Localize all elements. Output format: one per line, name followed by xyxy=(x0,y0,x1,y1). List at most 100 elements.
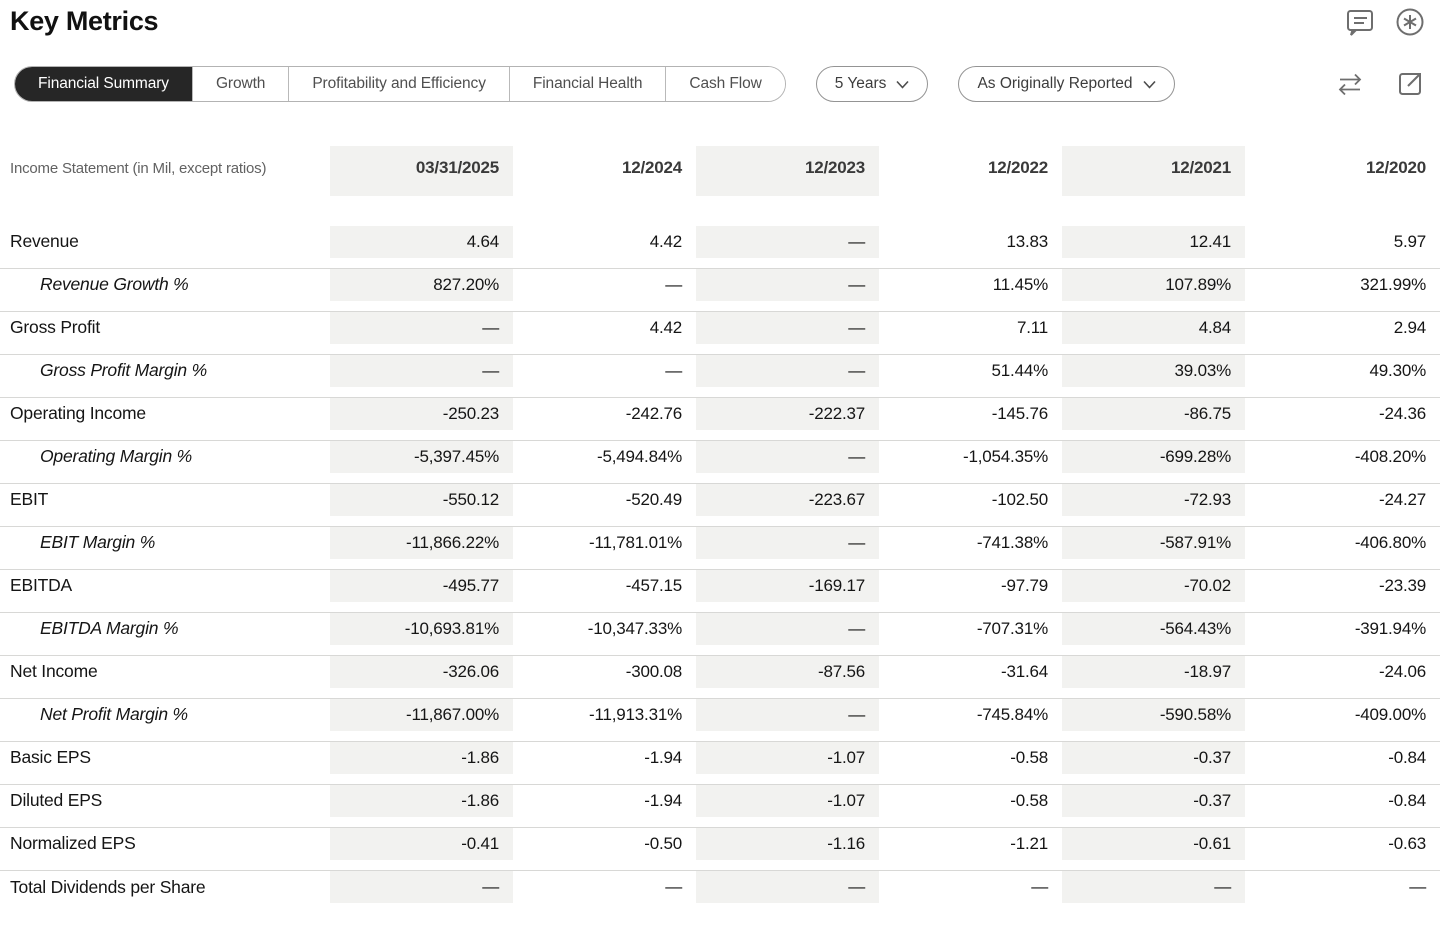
row-filler xyxy=(0,903,330,914)
cell-value: -564.43% xyxy=(1062,613,1245,645)
cell-value: -0.37 xyxy=(1062,742,1245,774)
row-filler xyxy=(0,516,330,527)
compare-swap-icon[interactable] xyxy=(1334,68,1366,100)
cell-value: -1.16 xyxy=(696,828,879,860)
cell-value: -0.58 xyxy=(1010,790,1048,810)
row-label: Basic EPS xyxy=(10,747,91,768)
table-row: Net Income -326.06 -300.08 -87.56 -31.64 -18.… xyxy=(0,656,1440,699)
cell-value: -0.50 xyxy=(644,833,682,853)
cell-value: -326.06 xyxy=(330,656,513,688)
cell-value: -0.84 xyxy=(1388,747,1426,767)
cell-value: 4.42 xyxy=(649,317,682,337)
cell-value: — xyxy=(696,871,879,903)
tab-financial-health[interactable]: Financial Health xyxy=(508,67,666,101)
cell-value: 11.45% xyxy=(992,274,1048,294)
row-filler xyxy=(0,688,330,699)
cell-value: 321.99% xyxy=(1360,274,1426,294)
export-icon[interactable] xyxy=(1394,68,1426,100)
row-filler xyxy=(0,473,330,484)
cell-value: -0.84 xyxy=(1388,790,1426,810)
chevron-down-icon xyxy=(1142,80,1156,89)
cell-value: — xyxy=(696,226,879,258)
row-label: Total Dividends per Share xyxy=(10,876,206,897)
tab-financial-summary[interactable]: Financial Summary xyxy=(15,67,192,101)
row-label: EBIT Margin % xyxy=(40,532,156,553)
row-label: Normalized EPS xyxy=(10,833,136,854)
cell-value: — xyxy=(665,274,682,294)
cell-value: — xyxy=(665,360,682,380)
cell-value: — xyxy=(696,312,879,344)
row-filler xyxy=(0,860,330,871)
asterisk-circle-icon[interactable] xyxy=(1394,6,1426,38)
cell-value: — xyxy=(1062,871,1245,903)
cell-value: -24.27 xyxy=(1378,489,1426,509)
cell-value: -0.37 xyxy=(1062,785,1245,817)
row-filler xyxy=(0,774,330,785)
report-type-dropdown-label: As Originally Reported xyxy=(977,75,1133,92)
table-row: EBITDA Margin % -10,693.81% -10,347.33% — -7… xyxy=(0,613,1440,656)
cell-value: 827.20% xyxy=(330,269,513,301)
row-filler xyxy=(0,301,330,312)
row-label: Gross Profit xyxy=(10,317,100,338)
cell-value: — xyxy=(330,355,513,387)
cell-value: -11,781.01% xyxy=(589,532,682,552)
comment-icon[interactable] xyxy=(1344,6,1376,38)
row-label: Net Profit Margin % xyxy=(40,704,188,725)
cell-value: -1,054.35% xyxy=(963,446,1048,466)
key-metrics-table: Income Statement (in Mil, except ratios)… xyxy=(0,146,1440,914)
toolbar-icons xyxy=(1334,68,1426,100)
cell-value: — xyxy=(696,441,879,473)
tab-growth[interactable]: Growth xyxy=(191,67,289,101)
column-header: 12/2024 xyxy=(621,158,682,177)
table-row: Operating Income -250.23 -242.76 -222.37 -14… xyxy=(0,398,1440,441)
column-header: 12/2022 xyxy=(987,158,1048,177)
cell-value: -23.39 xyxy=(1378,575,1426,595)
cell-value: -5,397.45% xyxy=(330,441,513,473)
cell-value: -1.86 xyxy=(330,785,513,817)
cell-value: 49.30% xyxy=(1369,360,1427,380)
cell-value: -0.61 xyxy=(1062,828,1245,860)
cell-value: -1.86 xyxy=(330,742,513,774)
period-dropdown[interactable]: 5 Years xyxy=(815,66,929,102)
row-filler xyxy=(0,602,330,613)
cell-value: -409.00% xyxy=(1354,704,1426,724)
cell-value: -169.17 xyxy=(696,570,879,602)
row-label: EBITDA xyxy=(10,575,73,596)
cell-value: 107.89% xyxy=(1062,269,1245,301)
cell-value: -86.75 xyxy=(1062,398,1245,430)
report-type-dropdown[interactable]: As Originally Reported xyxy=(958,66,1175,102)
cell-value: -1.94 xyxy=(644,747,682,767)
page-header: Key Metrics xyxy=(0,0,1440,40)
row-label: Net Income xyxy=(10,661,98,682)
table-row: Total Dividends per Share — — — — — — xyxy=(0,871,1440,914)
cell-value: -699.28% xyxy=(1062,441,1245,473)
row-filler xyxy=(0,731,330,742)
header-icons xyxy=(1344,2,1428,38)
cell-value: -72.93 xyxy=(1062,484,1245,516)
column-header: 12/2021 xyxy=(1062,146,1245,196)
cell-value: -250.23 xyxy=(330,398,513,430)
cell-value: -590.58% xyxy=(1062,699,1245,731)
table-row: Gross Profit Margin % — — — 51.44% 39.03% 49.3… xyxy=(0,355,1440,398)
cell-value: 4.84 xyxy=(1062,312,1245,344)
cell-value: -406.80% xyxy=(1354,532,1426,552)
cell-value: -11,867.00% xyxy=(330,699,513,731)
cell-value: -1.94 xyxy=(644,790,682,810)
row-label: Operating Margin % xyxy=(40,446,193,467)
table-row: EBIT -550.12 -520.49 -223.67 -102.50 -72.93 -2… xyxy=(0,484,1440,527)
cell-value: — xyxy=(1031,877,1048,896)
cell-value: -550.12 xyxy=(330,484,513,516)
table-row: EBITDA -495.77 -457.15 -169.17 -97.79 -70.02 -… xyxy=(0,570,1440,613)
cell-value: -11,866.22% xyxy=(330,527,513,559)
tab-cash-flow[interactable]: Cash Flow xyxy=(665,67,785,101)
cell-value: -587.91% xyxy=(1062,527,1245,559)
column-header: 12/2023 xyxy=(696,146,879,196)
cell-value: -0.41 xyxy=(330,828,513,860)
cell-value: -745.84% xyxy=(976,704,1048,724)
tab-profitability-and-efficiency[interactable]: Profitability and Efficiency xyxy=(288,67,509,101)
cell-value: 51.44% xyxy=(991,360,1049,380)
cell-value: — xyxy=(696,527,879,559)
chevron-down-icon xyxy=(896,80,910,89)
cell-value: 13.83 xyxy=(1006,231,1048,251)
table-row: Basic EPS -1.86 -1.94 -1.07 -0.58 -0.37 -0.84 xyxy=(0,742,1440,785)
